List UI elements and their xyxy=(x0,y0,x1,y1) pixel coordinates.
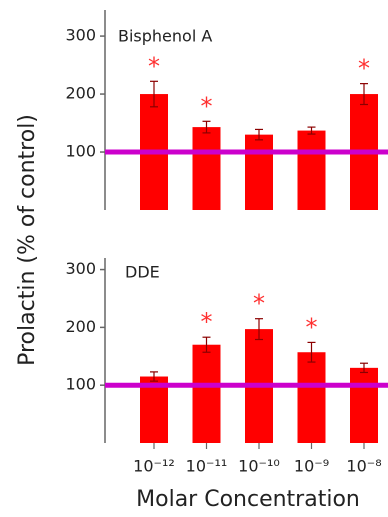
x-tick-label: 10⁻¹² xyxy=(133,457,175,476)
bar xyxy=(192,127,221,210)
x-tick-label: 10⁻⁹ xyxy=(294,457,329,476)
significance-marker: * xyxy=(253,290,265,318)
y-tick-label: 200 xyxy=(65,84,96,103)
significance-marker: * xyxy=(306,313,318,341)
significance-marker: * xyxy=(358,55,370,83)
y-tick-label: 200 xyxy=(65,317,96,336)
significance-marker: * xyxy=(201,308,213,336)
panel-title: DDE xyxy=(125,263,160,282)
bar xyxy=(297,352,326,443)
error-bar xyxy=(360,362,368,374)
bar xyxy=(350,367,378,443)
y-tick-label: 100 xyxy=(65,142,96,161)
y-tick-label: 100 xyxy=(65,375,96,394)
panel-title: Bisphenol A xyxy=(118,27,212,46)
bar xyxy=(245,134,273,210)
error-bar xyxy=(255,318,263,341)
error-bar xyxy=(150,80,158,108)
error-bar xyxy=(202,120,211,134)
error-bar xyxy=(360,83,368,106)
error-bar xyxy=(255,128,263,141)
x-tick-label: 10⁻¹¹ xyxy=(186,457,228,476)
error-bar xyxy=(307,126,316,135)
y-tick-label: 300 xyxy=(65,259,96,278)
x-tick-label: 10⁻⁸ xyxy=(346,457,381,476)
bar xyxy=(297,130,326,210)
bar xyxy=(192,344,221,443)
y-axis-label: Prolactin (% of control) xyxy=(15,114,40,366)
y-tick-label: 300 xyxy=(65,26,96,45)
significance-marker: * xyxy=(201,92,213,120)
error-bar xyxy=(202,336,211,353)
x-tick-label: 10⁻¹⁰ xyxy=(238,457,280,476)
error-bar xyxy=(307,341,316,363)
error-bar xyxy=(150,371,158,382)
x-axis-label: Molar Concentration xyxy=(136,487,360,512)
significance-marker: * xyxy=(148,52,160,80)
